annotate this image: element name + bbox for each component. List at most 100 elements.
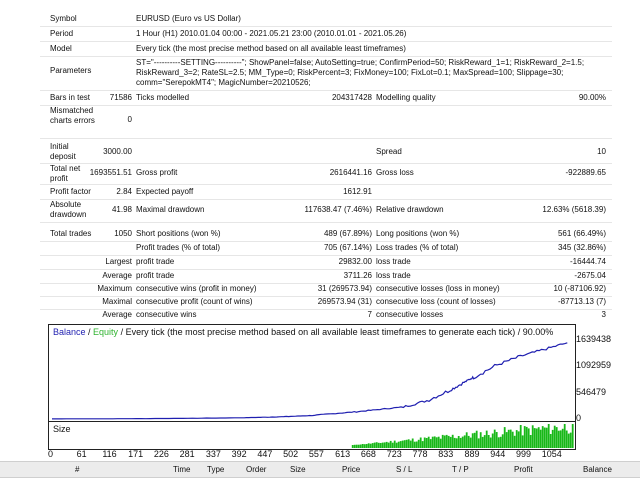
volume-bar (353, 444, 356, 448)
symbol-value: EURUSD (Euro vs US Dollar) (136, 14, 241, 23)
volume-bar (517, 431, 520, 448)
volume-bar (421, 441, 424, 448)
volume-bar (567, 433, 570, 448)
x-tick-label: 557 (308, 449, 324, 459)
col-sl[interactable]: S / L (396, 465, 413, 474)
col-number[interactable]: # (75, 465, 80, 474)
volume-bar (489, 437, 492, 448)
volume-bar (461, 436, 464, 448)
total-trades-label: Total trades (50, 229, 92, 238)
x-tick-label: 337 (205, 449, 221, 459)
gross-profit-label: Gross profit (136, 168, 178, 177)
volume-bar (355, 444, 358, 448)
maximal-consecutive-loss-value: -87713.13 (7) (557, 297, 606, 306)
col-tp[interactable]: T / P (452, 465, 469, 474)
col-size[interactable]: Size (290, 465, 306, 474)
volume-bar (533, 428, 536, 448)
volume-bar (385, 441, 388, 448)
x-tick-label: 889 (464, 449, 480, 459)
max-consecutive-wins-value: 31 (269573.94) (317, 284, 372, 293)
loss-trades-value: 345 (32.86%) (557, 243, 606, 252)
avg-consecutive-wins-value: 7 (367, 310, 372, 319)
average-profit-label: profit trade (136, 271, 175, 280)
volume-bar (389, 440, 392, 448)
volume-bar (407, 439, 410, 448)
volume-bar (379, 443, 382, 448)
col-type[interactable]: Type (207, 465, 225, 474)
report-summary: Symbol EURUSD (Euro vs US Dollar) Period… (40, 14, 612, 319)
volume-bar (363, 444, 366, 448)
loss-trades-label: Loss trades (% of total) (376, 243, 459, 252)
volume-bar (445, 434, 448, 448)
volume-bar (435, 437, 438, 448)
volume-bar (551, 429, 554, 448)
volume-bar (415, 441, 418, 448)
chart-title-rest: / Every tick (the most precise method ba… (118, 327, 554, 337)
x-tick-label: 999 (516, 449, 532, 459)
relative-drawdown-value: 12.63% (5618.39) (542, 205, 606, 214)
col-profit[interactable]: Profit (514, 465, 533, 474)
volume-bar (477, 438, 480, 448)
mismatched-label: Mismatched charts errors (50, 106, 95, 125)
volume-bar (455, 438, 458, 448)
volume-bar (519, 425, 522, 448)
largest-profit-value: 29832.00 (338, 257, 372, 266)
x-tick-label: 1054 (541, 449, 562, 459)
volume-bar (429, 439, 432, 448)
col-order[interactable]: Order (246, 465, 267, 474)
volume-bar (539, 429, 542, 448)
model-value: Every tick (the most precise method base… (136, 44, 406, 53)
volume-bar (419, 437, 422, 448)
symbol-label: Symbol (50, 14, 77, 23)
trades-table-header: # Time Type Order Size Price S / L T / P… (0, 461, 640, 478)
volume-bar (443, 435, 446, 448)
volume-bar (423, 437, 426, 448)
volume-bar (487, 435, 490, 448)
relative-drawdown-label: Relative drawdown (376, 205, 444, 214)
volume-bar (479, 432, 482, 448)
absolute-drawdown-label: Absolute drawdown (50, 200, 87, 219)
volume-bar (453, 437, 456, 448)
balance-line (51, 342, 568, 420)
volume-bar (377, 442, 380, 448)
volume-bar (503, 427, 506, 448)
x-tick-label: 116 (102, 449, 117, 459)
volume-bar (395, 442, 398, 448)
y-tick-label: 1092959 (576, 360, 612, 371)
chart-title: Balance / Equity / Every tick (the most … (53, 327, 553, 338)
maximal-label: Maximal (102, 297, 132, 306)
volume-bar (469, 437, 472, 448)
maximal-drawdown-label: Maximal drawdown (136, 205, 205, 214)
profit-factor-value: 2.84 (116, 187, 132, 196)
average-profit-value: 3711.26 (343, 271, 372, 280)
volume-bar (361, 444, 364, 448)
size-plot (351, 424, 574, 448)
largest-label: Largest (105, 257, 132, 266)
long-positions-label: Long positions (won %) (376, 229, 460, 238)
volume-bar (441, 434, 444, 448)
max-consecutive-losses-label: consecutive losses (loss in money) (376, 284, 500, 293)
volume-bar (491, 433, 494, 448)
volume-bar (383, 442, 386, 448)
volume-bar (375, 442, 378, 448)
col-time[interactable]: Time (173, 465, 191, 474)
period-value: 1 Hour (H1) 2010.01.04 00:00 - 2021.05.2… (136, 29, 407, 38)
legend-separator: / (85, 327, 94, 337)
col-balance[interactable]: Balance (583, 465, 612, 474)
col-price[interactable]: Price (342, 465, 361, 474)
volume-bar (381, 442, 384, 448)
x-tick-label: 0 (48, 449, 54, 459)
volume-bar (521, 435, 524, 448)
volume-bar (537, 427, 540, 448)
average-loss-value: -2675.04 (574, 271, 606, 280)
maximal-consecutive-loss-label: consecutive loss (count of losses) (376, 297, 496, 306)
volume-bar (527, 428, 530, 448)
quality-label: Modelling quality (376, 93, 436, 102)
short-positions-value: 489 (67.89%) (323, 229, 372, 238)
volume-bar (473, 432, 476, 448)
volume-bar (431, 436, 434, 448)
ticks-value: 204317428 (331, 93, 372, 102)
volume-bar (515, 430, 518, 448)
x-tick-label: 281 (179, 449, 195, 459)
volume-bar (449, 436, 452, 448)
